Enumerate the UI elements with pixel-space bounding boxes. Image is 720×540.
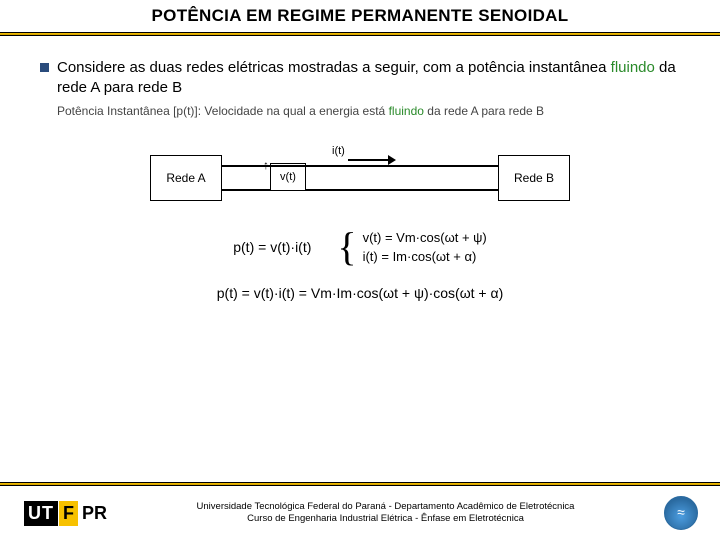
eq-full: p(t) = v(t)·i(t) = Vm·Im·cos(ωt + ψ)·cos… <box>217 285 504 301</box>
content-area: Considere as duas redes elétricas mostra… <box>0 36 720 482</box>
brace-icon: { <box>337 227 356 267</box>
bullet-row: Considere as duas redes elétricas mostra… <box>40 58 680 99</box>
bullet-icon <box>40 63 49 72</box>
box-rede-a: Rede A <box>150 155 222 201</box>
p1-part-a: Considere as duas redes elétricas mostra… <box>57 59 611 76</box>
wire-bottom-right <box>306 189 498 191</box>
eq-it: i(t) = Im·cos(ωt + α) <box>363 249 487 264</box>
title-band: POTÊNCIA EM REGIME PERMANENTE SENOIDAL <box>0 0 720 28</box>
utfpr-logo: UT F PR <box>24 501 107 526</box>
i-label: i(t) <box>332 145 345 157</box>
equation-row-1: p(t) = v(t)·i(t) { v(t) = Vm·cos(ωt + ψ)… <box>40 227 680 267</box>
p2-green: fluindo <box>389 104 424 118</box>
p1-green: fluindo <box>611 59 655 76</box>
footer-line-1: Universidade Tecnológica Federal do Para… <box>115 501 656 513</box>
wire-bottom-left <box>222 189 270 191</box>
eq-vt: v(t) = Vm·cos(ωt + ψ) <box>363 230 487 245</box>
p2-part-a: Potência Instantânea [p(t)]: Velocidade … <box>57 104 389 118</box>
logo-f: F <box>59 501 78 526</box>
diagram-wrap: Rede A Rede B v(t) ↑ i(t) <box>40 139 680 209</box>
page-title: POTÊNCIA EM REGIME PERMANENTE SENOIDAL <box>0 6 720 26</box>
slide-page: POTÊNCIA EM REGIME PERMANENTE SENOIDAL C… <box>0 0 720 540</box>
brace-equations: v(t) = Vm·cos(ωt + ψ) i(t) = Im·cos(ωt +… <box>363 230 487 264</box>
footer: UT F PR Universidade Tecnológica Federal… <box>0 486 720 540</box>
logo-ut: UT <box>24 501 58 526</box>
circuit-diagram: Rede A Rede B v(t) ↑ i(t) <box>150 139 570 209</box>
brace-group: { v(t) = Vm·cos(ωt + ψ) i(t) = Im·cos(ωt… <box>337 227 486 267</box>
eq-pt: p(t) = v(t)·i(t) <box>233 239 311 255</box>
box-rede-b: Rede B <box>498 155 570 201</box>
paragraph-2: Potência Instantânea [p(t)]: Velocidade … <box>57 103 680 119</box>
v-box: v(t) <box>270 163 306 191</box>
arrow-up-icon: ↑ <box>263 159 269 171</box>
arrow-right-icon <box>348 155 396 165</box>
footer-text: Universidade Tecnológica Federal do Para… <box>107 501 664 526</box>
badge-icon <box>664 496 698 530</box>
logo-pr: PR <box>82 503 107 524</box>
paragraph-1: Considere as duas redes elétricas mostra… <box>57 58 680 99</box>
p2-part-b: da rede A para rede B <box>424 104 544 118</box>
footer-line-2: Curso de Engenharia Industrial Elétrica … <box>115 513 656 525</box>
equation-row-2: p(t) = v(t)·i(t) = Vm·Im·cos(ωt + ψ)·cos… <box>40 285 680 301</box>
